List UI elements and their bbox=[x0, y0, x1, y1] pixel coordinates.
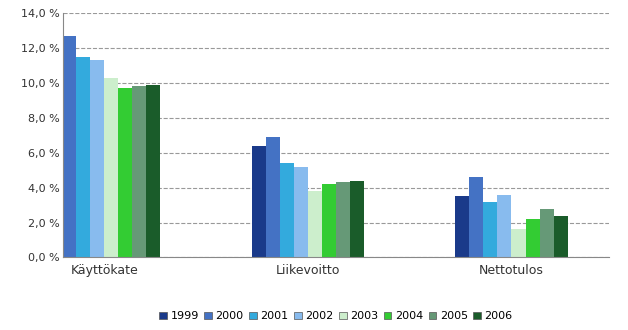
Bar bbox=[118, 88, 133, 257]
Bar bbox=[104, 78, 118, 257]
Bar bbox=[554, 215, 568, 257]
Bar bbox=[526, 219, 539, 257]
Bar bbox=[322, 184, 336, 257]
Bar bbox=[350, 181, 364, 257]
Bar bbox=[455, 196, 469, 257]
Bar bbox=[469, 177, 484, 257]
Bar bbox=[146, 85, 161, 257]
Bar bbox=[266, 137, 279, 257]
Bar bbox=[336, 182, 350, 257]
Bar bbox=[294, 167, 308, 257]
Bar bbox=[76, 57, 90, 257]
Bar bbox=[62, 36, 76, 257]
Bar bbox=[539, 209, 554, 257]
Legend: 1999, 2000, 2001, 2002, 2003, 2004, 2005, 2006: 1999, 2000, 2001, 2002, 2003, 2004, 2005… bbox=[155, 307, 517, 326]
Bar bbox=[252, 146, 266, 257]
Bar bbox=[497, 195, 511, 257]
Bar bbox=[48, 45, 62, 257]
Bar bbox=[133, 86, 146, 257]
Bar bbox=[308, 191, 322, 257]
Bar bbox=[90, 60, 104, 257]
Bar bbox=[279, 163, 294, 257]
Bar bbox=[484, 202, 497, 257]
Bar bbox=[511, 229, 526, 257]
